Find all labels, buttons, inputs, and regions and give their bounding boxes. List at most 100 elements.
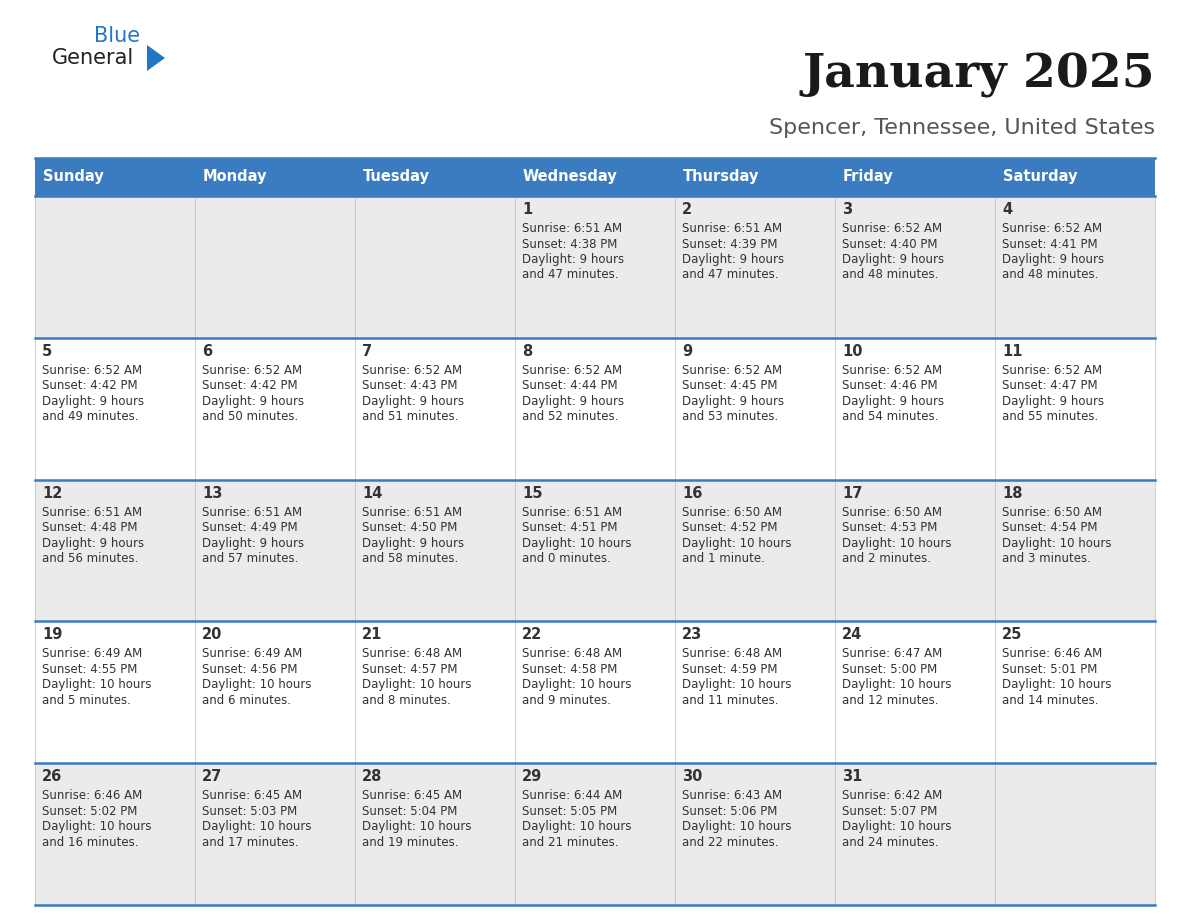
Text: 20: 20 [202, 627, 222, 643]
Text: Sunset: 5:02 PM: Sunset: 5:02 PM [42, 805, 138, 818]
Text: Sunrise: 6:49 AM: Sunrise: 6:49 AM [202, 647, 302, 660]
Text: and 3 minutes.: and 3 minutes. [1001, 552, 1091, 565]
Text: Daylight: 10 hours: Daylight: 10 hours [522, 820, 632, 834]
Text: Daylight: 10 hours: Daylight: 10 hours [1001, 678, 1112, 691]
Text: 12: 12 [42, 486, 63, 500]
Text: Sunset: 5:01 PM: Sunset: 5:01 PM [1001, 663, 1098, 676]
Text: Tuesday: Tuesday [364, 170, 430, 185]
Text: 29: 29 [522, 769, 542, 784]
Bar [996, 196, 1155, 338]
Text: Sunset: 5:07 PM: Sunset: 5:07 PM [842, 805, 937, 818]
Text: and 57 minutes.: and 57 minutes. [202, 552, 298, 565]
Bar [996, 621, 1155, 763]
Text: January 2025: January 2025 [802, 52, 1155, 98]
Bar [195, 621, 355, 763]
Text: 4: 4 [1001, 202, 1012, 217]
Text: Sunrise: 6:52 AM: Sunrise: 6:52 AM [362, 364, 462, 376]
Text: 11: 11 [1001, 344, 1023, 359]
Bar [675, 479, 835, 621]
Text: Daylight: 10 hours: Daylight: 10 hours [362, 678, 472, 691]
Text: and 58 minutes.: and 58 minutes. [362, 552, 459, 565]
Text: 27: 27 [202, 769, 222, 784]
Bar [195, 338, 355, 479]
Text: Sunset: 4:42 PM: Sunset: 4:42 PM [42, 379, 138, 392]
Text: Sunset: 4:38 PM: Sunset: 4:38 PM [522, 238, 618, 251]
Bar [355, 763, 516, 905]
Text: and 5 minutes.: and 5 minutes. [42, 694, 131, 707]
Text: 3: 3 [842, 202, 852, 217]
Text: Sunset: 4:43 PM: Sunset: 4:43 PM [362, 379, 457, 392]
Text: Daylight: 9 hours: Daylight: 9 hours [842, 395, 944, 408]
Text: Sunset: 4:41 PM: Sunset: 4:41 PM [1001, 238, 1098, 251]
Text: Sunrise: 6:50 AM: Sunrise: 6:50 AM [682, 506, 782, 519]
Text: and 24 minutes.: and 24 minutes. [842, 835, 939, 849]
Text: Sunrise: 6:52 AM: Sunrise: 6:52 AM [842, 222, 942, 235]
Text: 22: 22 [522, 627, 542, 643]
Text: and 22 minutes.: and 22 minutes. [682, 835, 778, 849]
Text: and 8 minutes.: and 8 minutes. [362, 694, 451, 707]
Text: Daylight: 9 hours: Daylight: 9 hours [42, 395, 144, 408]
Text: 17: 17 [842, 486, 862, 500]
Bar [675, 621, 835, 763]
Bar [34, 479, 195, 621]
Text: Daylight: 10 hours: Daylight: 10 hours [842, 678, 952, 691]
Bar [195, 763, 355, 905]
Text: 10: 10 [842, 344, 862, 359]
Text: Sunset: 4:56 PM: Sunset: 4:56 PM [202, 663, 297, 676]
Text: Sunset: 4:39 PM: Sunset: 4:39 PM [682, 238, 777, 251]
Text: Sunset: 4:48 PM: Sunset: 4:48 PM [42, 521, 138, 534]
Text: Daylight: 10 hours: Daylight: 10 hours [522, 678, 632, 691]
Text: 31: 31 [842, 769, 862, 784]
Text: Daylight: 9 hours: Daylight: 9 hours [362, 537, 465, 550]
Text: Wednesday: Wednesday [523, 170, 618, 185]
Bar [675, 158, 835, 196]
Bar [516, 158, 675, 196]
Text: and 53 minutes.: and 53 minutes. [682, 410, 778, 423]
Bar [835, 196, 996, 338]
Text: Daylight: 9 hours: Daylight: 9 hours [1001, 395, 1104, 408]
Text: Sunset: 4:45 PM: Sunset: 4:45 PM [682, 379, 777, 392]
Bar [675, 196, 835, 338]
Text: Daylight: 10 hours: Daylight: 10 hours [202, 678, 311, 691]
Text: Thursday: Thursday [683, 170, 759, 185]
Text: and 51 minutes.: and 51 minutes. [362, 410, 459, 423]
Text: Sunset: 5:04 PM: Sunset: 5:04 PM [362, 805, 457, 818]
Text: Daylight: 9 hours: Daylight: 9 hours [1001, 253, 1104, 266]
Text: Daylight: 10 hours: Daylight: 10 hours [42, 820, 152, 834]
Bar [34, 158, 195, 196]
Text: Sunset: 4:53 PM: Sunset: 4:53 PM [842, 521, 937, 534]
Text: Daylight: 10 hours: Daylight: 10 hours [682, 537, 791, 550]
Bar [355, 196, 516, 338]
Text: Sunrise: 6:50 AM: Sunrise: 6:50 AM [842, 506, 942, 519]
Bar [34, 763, 195, 905]
Text: 6: 6 [202, 344, 213, 359]
Bar [835, 763, 996, 905]
Text: Sunrise: 6:52 AM: Sunrise: 6:52 AM [682, 364, 782, 376]
Text: 13: 13 [202, 486, 222, 500]
Text: Sunset: 4:58 PM: Sunset: 4:58 PM [522, 663, 618, 676]
Text: Sunrise: 6:48 AM: Sunrise: 6:48 AM [522, 647, 623, 660]
Text: and 54 minutes.: and 54 minutes. [842, 410, 939, 423]
Text: Daylight: 9 hours: Daylight: 9 hours [202, 537, 304, 550]
Text: Sunrise: 6:42 AM: Sunrise: 6:42 AM [842, 789, 942, 802]
Bar [996, 763, 1155, 905]
Bar [835, 338, 996, 479]
Text: and 2 minutes.: and 2 minutes. [842, 552, 931, 565]
Text: and 9 minutes.: and 9 minutes. [522, 694, 611, 707]
Text: Daylight: 9 hours: Daylight: 9 hours [682, 253, 784, 266]
Text: Sunrise: 6:44 AM: Sunrise: 6:44 AM [522, 789, 623, 802]
Text: 28: 28 [362, 769, 383, 784]
Text: Sunrise: 6:51 AM: Sunrise: 6:51 AM [362, 506, 462, 519]
Text: Sunrise: 6:43 AM: Sunrise: 6:43 AM [682, 789, 782, 802]
Text: Sunrise: 6:51 AM: Sunrise: 6:51 AM [522, 222, 623, 235]
Bar [195, 196, 355, 338]
Bar [516, 479, 675, 621]
Text: and 17 minutes.: and 17 minutes. [202, 835, 298, 849]
Text: Sunrise: 6:51 AM: Sunrise: 6:51 AM [202, 506, 302, 519]
Text: Sunrise: 6:46 AM: Sunrise: 6:46 AM [42, 789, 143, 802]
Text: Sunset: 4:50 PM: Sunset: 4:50 PM [362, 521, 457, 534]
Text: Daylight: 9 hours: Daylight: 9 hours [842, 253, 944, 266]
Text: and 48 minutes.: and 48 minutes. [842, 268, 939, 282]
Text: 19: 19 [42, 627, 63, 643]
Text: Sunrise: 6:48 AM: Sunrise: 6:48 AM [362, 647, 462, 660]
